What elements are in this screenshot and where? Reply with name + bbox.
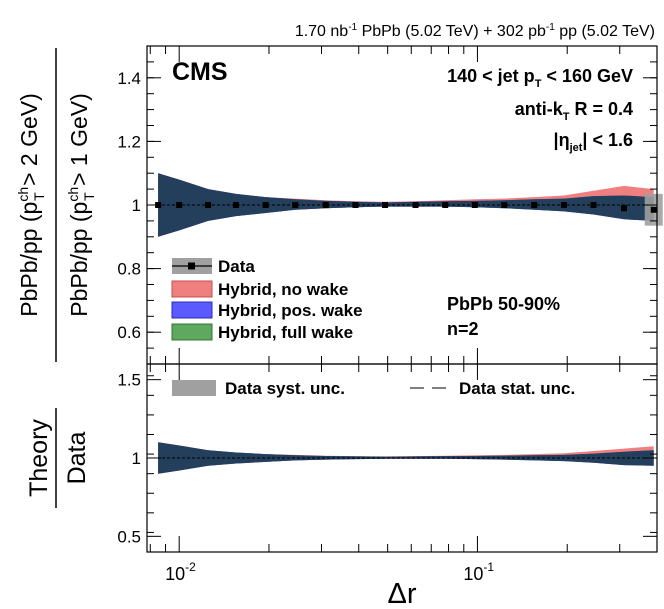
band-full-wake (158, 173, 654, 237)
legend-full-wake-swatch (171, 323, 213, 341)
theory-data-panel: 0.511.5 10 -2 10 -1 Data syst. unc. Data st… (117, 363, 658, 584)
data-point (442, 202, 449, 208)
y-axis-label-inner: PbPb/pp (pchT > 1 GeV) (65, 93, 97, 317)
data-point (620, 205, 627, 212)
n-label: n=2 (447, 319, 479, 339)
y-tick-label: 1.4 (117, 69, 141, 88)
y-tick-label: 1 (132, 449, 141, 468)
data-point (471, 202, 478, 208)
legend-pos-wake-swatch (171, 301, 213, 319)
data-point (232, 202, 239, 208)
x-tick-exponent: -1 (483, 560, 494, 574)
legend-data-label: Data (218, 257, 255, 276)
legend-syst-label: Data syst. unc. (225, 379, 345, 398)
x-tick-exponent: -2 (185, 560, 196, 574)
data-point (292, 202, 299, 208)
data-point (412, 202, 419, 208)
data-point (262, 202, 269, 208)
legend-syst-swatch (172, 380, 216, 396)
legend-top: Data Hybrid, no wake Hybrid, pos. wake H… (171, 257, 363, 342)
y-tick-label: 1.2 (117, 132, 141, 151)
legend-no-wake-label: Hybrid, no wake (218, 280, 348, 299)
data-point (560, 202, 567, 208)
y-tick-label: 1 (132, 196, 141, 215)
bottom-y-label-denominator: Data (63, 432, 91, 485)
data-point (322, 202, 329, 208)
data-point (501, 202, 508, 208)
centrality-label: PbPb 50-90% (447, 294, 560, 314)
y-tick-label: 0.5 (117, 527, 141, 546)
y-axis-label-outer: PbPb/pp (pchT > 2 GeV) (15, 93, 47, 317)
data-point (650, 206, 657, 213)
antikt-label: anti-kT R = 0.4 (515, 99, 633, 123)
y-tick-label: 1.5 (117, 371, 141, 390)
legend-no-wake-swatch (171, 280, 213, 298)
x-tick-label: 10 (165, 564, 185, 584)
data-point (531, 202, 538, 208)
x-tick-label: 10 (463, 564, 483, 584)
legend-full-wake-label: Hybrid, full wake (218, 323, 353, 342)
data-point (352, 202, 359, 208)
legend-data-marker (188, 262, 195, 270)
y-tick-label: 0.6 (117, 323, 141, 342)
legend-bottom: Data syst. unc. Data stat. unc. (172, 379, 575, 398)
lumi-header: 1.70 nb-1 PbPb (5.02 TeV) + 302 pb-1 pp … (295, 17, 655, 40)
data-point (590, 202, 597, 208)
ratio-panel: 0.6 0.8 1 1.2 1.4 CMS 140 < jet pT < 160 GeV… (117, 45, 663, 365)
jet-pt-label: 140 < jet pT < 160 GeV (447, 66, 633, 90)
data-point (205, 202, 212, 208)
band-full-wake (158, 442, 654, 474)
data-point (176, 202, 183, 208)
eta-label: |ηjet| < 1.6 (554, 130, 633, 154)
data-point (382, 202, 389, 208)
bottom-y-label-numerator: Theory (25, 419, 53, 497)
y-tick-label: 0.8 (117, 260, 141, 279)
cms-label: CMS (172, 58, 228, 86)
legend-pos-wake-label: Hybrid, pos. wake (218, 301, 363, 320)
legend-stat-label: Data stat. unc. (459, 379, 575, 398)
x-axis-label: Δr (387, 578, 416, 609)
